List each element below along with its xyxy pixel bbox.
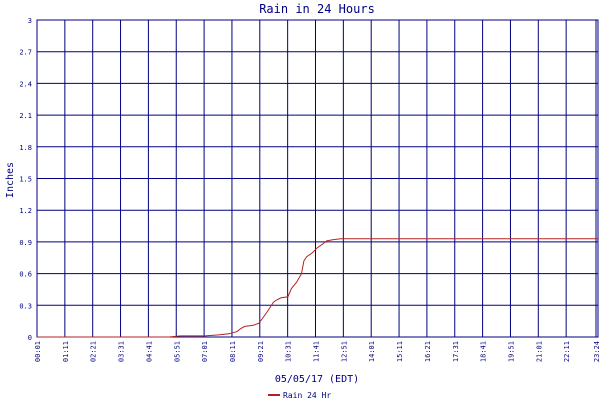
chart-title: Rain in 24 Hours bbox=[259, 2, 375, 16]
y-tick-labels: 0 0.3 0.6 0.9 1.2 1.5 1.8 2.1 2.4 2.7 3 bbox=[19, 17, 32, 342]
series-layer bbox=[37, 238, 598, 338]
series-line-rain-24-hr bbox=[37, 238, 598, 338]
legend: Rain 24 Hr bbox=[268, 391, 331, 400]
y-tick-label: 1.8 bbox=[19, 144, 32, 152]
y-tick-label: 2.7 bbox=[19, 49, 32, 57]
y-tick-label: 2.4 bbox=[19, 80, 32, 88]
x-tick-label: 00:01 bbox=[34, 341, 42, 362]
x-tick-label: 11:41 bbox=[313, 341, 321, 362]
x-tick-label: 16:21 bbox=[424, 341, 432, 362]
x-tick-label: 03:31 bbox=[118, 341, 126, 362]
x-tick-label: 08:11 bbox=[229, 341, 237, 362]
x-tick-label: 10:31 bbox=[285, 341, 293, 362]
y-tick-label: 2.1 bbox=[19, 112, 32, 120]
x-tick-label: 01:11 bbox=[62, 341, 70, 362]
y-tick-label: 0.6 bbox=[19, 271, 32, 279]
x-tick-label: 19:51 bbox=[507, 341, 515, 362]
y-tick-label: 0.9 bbox=[19, 239, 32, 247]
y-tick-label: 0.3 bbox=[19, 302, 32, 310]
y-tick-label: 1.5 bbox=[19, 176, 32, 184]
x-tick-labels: 00:01 01:11 02:21 03:31 04:41 05:51 07:01 08:11… bbox=[34, 341, 600, 362]
legend-label: Rain 24 Hr bbox=[283, 391, 331, 400]
x-tick-label: 04:41 bbox=[145, 341, 153, 362]
grid-layer bbox=[36, 19, 599, 338]
y-tick-label: 1.2 bbox=[19, 207, 32, 215]
x-tick-label: 23:24 bbox=[593, 341, 600, 362]
x-tick-label: 09:21 bbox=[257, 341, 265, 362]
y-tick-label: 0 bbox=[28, 334, 32, 342]
x-tick-label: 05:51 bbox=[173, 341, 181, 362]
x-tick-label: 18:41 bbox=[480, 341, 488, 362]
x-tick-label: 02:21 bbox=[90, 341, 98, 362]
x-tick-label: 12:51 bbox=[340, 341, 348, 362]
y-axis-label: Inches bbox=[5, 162, 16, 198]
y-tick-label: 3 bbox=[28, 17, 32, 25]
x-tick-label: 21:01 bbox=[535, 341, 543, 362]
x-tick-label: 22:11 bbox=[563, 341, 571, 362]
x-tick-label: 15:11 bbox=[396, 341, 404, 362]
x-tick-label: 14:01 bbox=[368, 341, 376, 362]
x-tick-label: 17:31 bbox=[452, 341, 460, 362]
x-axis-label: 05/05/17 (EDT) bbox=[275, 374, 359, 385]
x-tick-label: 07:01 bbox=[201, 341, 209, 362]
